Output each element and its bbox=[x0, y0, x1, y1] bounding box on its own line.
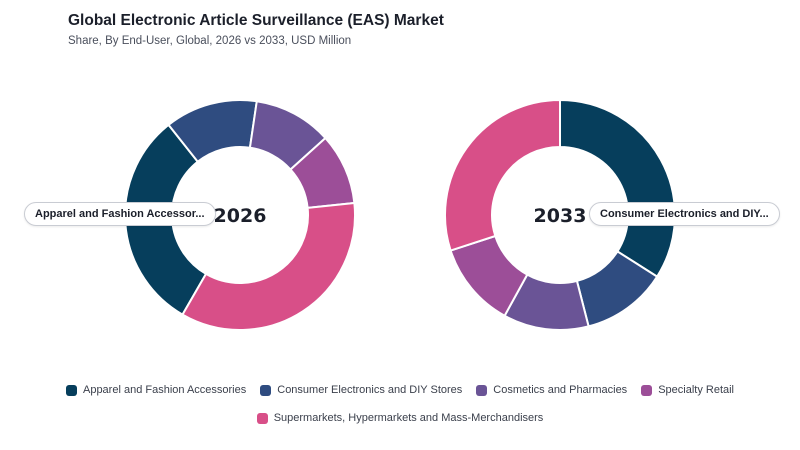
slice-2026-supermarkets-hypermarkets-and-mass-merchandisers[interactable] bbox=[181, 201, 356, 331]
legend-label: Consumer Electronics and DIY Stores bbox=[277, 384, 463, 396]
center-label-2026: 2026 bbox=[214, 205, 267, 227]
legend-swatch bbox=[476, 384, 488, 396]
legend-item-supermarkets-hypermarkets-and-mass-merchandisers[interactable]: Supermarkets, Hypermarkets and Mass-Merc… bbox=[256, 412, 544, 424]
tooltip-2026: Apparel and Fashion Accessor... bbox=[24, 202, 216, 226]
legend-swatch bbox=[65, 384, 77, 396]
legend-item-cosmetics-and-pharmacies[interactable]: Cosmetics and Pharmacies bbox=[476, 384, 627, 396]
tooltip-2033: Consumer Electronics and DIY... bbox=[589, 202, 780, 226]
legend-label: Specialty Retail bbox=[658, 384, 735, 396]
chart-title: Global Electronic Article Surveillance (… bbox=[68, 12, 444, 29]
legend-item-apparel-and-fashion-accessories[interactable]: Apparel and Fashion Accessories bbox=[65, 384, 247, 396]
legend-swatch bbox=[260, 384, 272, 396]
legend-swatch bbox=[256, 412, 268, 424]
slice-2033-apparel-and-fashion-accessories[interactable] bbox=[559, 98, 676, 279]
legend-label: Supermarkets, Hypermarkets and Mass-Merc… bbox=[273, 412, 544, 424]
legend-swatch bbox=[641, 384, 653, 396]
legend-item-consumer-electronics-and-diy-stores[interactable]: Consumer Electronics and DIY Stores bbox=[260, 384, 462, 396]
legend-label: Apparel and Fashion Accessories bbox=[82, 384, 247, 396]
chart-subtitle: Share, By End-User, Global, 2026 vs 2033… bbox=[68, 35, 352, 47]
center-label-2033: 2033 bbox=[534, 205, 587, 227]
legend: Apparel and Fashion Accessories Consumer … bbox=[40, 384, 760, 424]
legend-label: Cosmetics and Pharmacies bbox=[493, 384, 628, 396]
legend-item-specialty-retail[interactable]: Specialty Retail bbox=[641, 384, 734, 396]
slice-2033-supermarkets-hypermarkets-and-mass-merchandisers[interactable] bbox=[444, 98, 561, 252]
donut-charts: 2026 2033 bbox=[124, 98, 676, 331]
